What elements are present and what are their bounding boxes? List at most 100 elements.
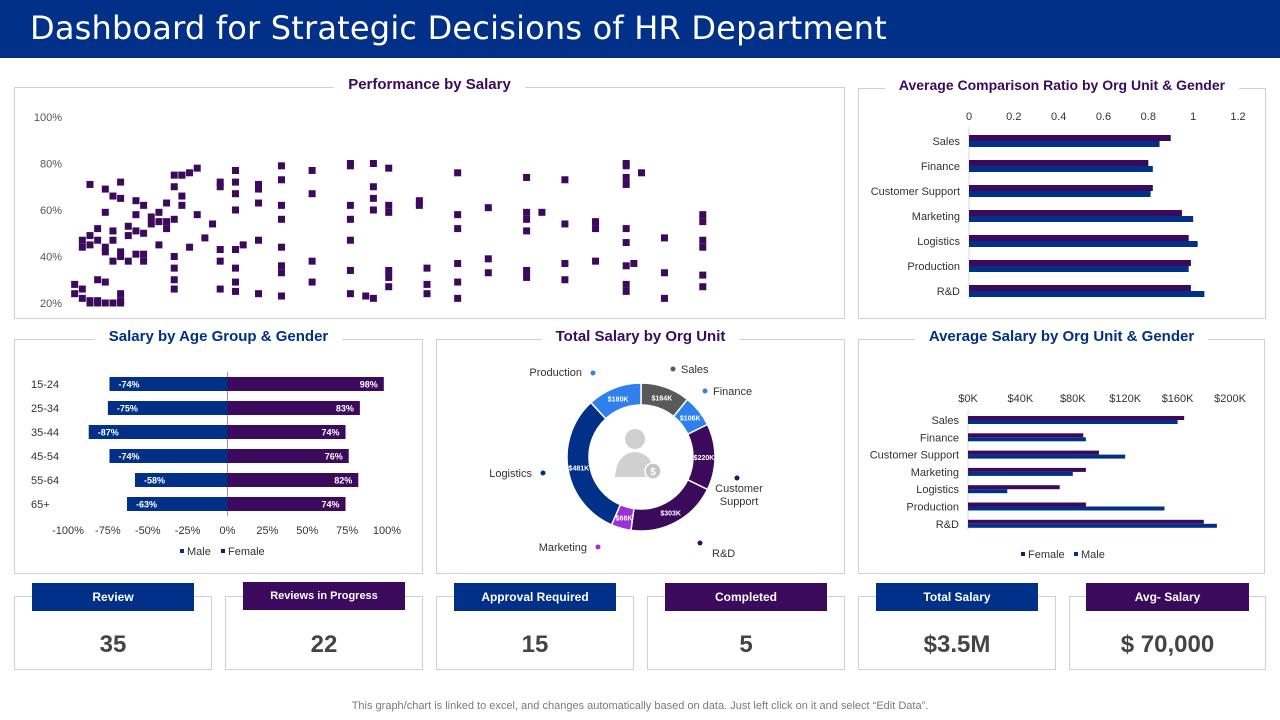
scatter-point <box>523 215 531 223</box>
category-label: Logistics <box>916 484 959 496</box>
avg-salary-title: Average Salary by Org Unit & Gender <box>914 328 1209 345</box>
scatter-point <box>369 294 377 302</box>
performance-chart: 20% 40% 60% 80% 100% <box>34 112 707 310</box>
scatter-point <box>592 257 600 265</box>
legend-label-male: Male <box>187 546 211 558</box>
x-tick-label: 1.2 <box>1230 111 1245 123</box>
scatter-point <box>71 290 79 298</box>
bar <box>968 416 1185 420</box>
legend-swatch-male <box>1074 552 1078 556</box>
kpi-value-reviews-in-progress: 22 <box>310 631 338 658</box>
scatter-point <box>346 201 354 209</box>
scatter-point <box>216 183 224 191</box>
scatter-point <box>170 285 178 293</box>
category-label: 45-54 <box>31 451 59 463</box>
scatter-point <box>209 220 217 228</box>
scatter-point <box>109 192 117 200</box>
scatter-point <box>699 243 707 251</box>
legend-label-male: Male <box>1081 549 1105 561</box>
scatter-point <box>170 253 178 260</box>
bar <box>969 291 1205 297</box>
scatter-point <box>523 266 531 274</box>
scatter-point <box>369 194 377 202</box>
scatter-point <box>255 180 262 188</box>
scatter-point <box>216 178 224 186</box>
scatter-point <box>538 208 546 216</box>
bar-female <box>227 425 346 439</box>
bar-label-female: 98% <box>360 380 378 390</box>
scatter-point <box>140 201 148 209</box>
x-tick-label: 0.6 <box>1096 111 1111 123</box>
scatter-point <box>660 269 668 277</box>
x-tick-label: 0.4 <box>1051 111 1066 123</box>
kpi-value-review: 35 <box>99 631 127 658</box>
scatter-point <box>561 276 569 284</box>
scatter-point <box>86 241 94 249</box>
slice-marker <box>697 540 703 546</box>
age-title-wrap: Salary by Age Group & Gender <box>15 328 422 346</box>
scatter-point <box>622 287 630 295</box>
scatter-point <box>101 243 109 251</box>
scatter-point <box>232 190 240 198</box>
bar <box>968 471 1073 476</box>
category-label: Finance <box>921 161 960 173</box>
slice-name-label: Marketing <box>539 542 587 554</box>
legend-label-female: Female <box>228 546 265 558</box>
x-tick-label: $160K <box>1162 393 1194 405</box>
total-salary-title-wrap: Total Salary by Org Unit <box>437 328 844 346</box>
kpi-value-avg-salary: $ 70,000 <box>1120 631 1215 658</box>
scatter-point <box>255 236 262 244</box>
scatter-point <box>699 211 707 219</box>
scatter-point <box>699 218 707 226</box>
slice-value-label: $220K <box>694 455 715 462</box>
bar-label-male: -87% <box>98 428 119 438</box>
scatter-point <box>523 273 531 281</box>
legend-swatch-male <box>180 549 184 553</box>
bar-label-female: 83% <box>336 404 354 414</box>
bar <box>968 433 1084 438</box>
category-label: 25-34 <box>31 403 59 415</box>
header-bar: Dashboard for Strategic Decisions of HR … <box>0 0 1280 58</box>
scatter-point <box>699 271 707 279</box>
scatter-point <box>561 176 569 184</box>
scatter-point <box>638 169 645 177</box>
slice-name-label: R&D <box>712 548 735 560</box>
scatter-point <box>308 166 316 174</box>
bar <box>969 235 1189 241</box>
scatter-point <box>201 234 209 242</box>
scatter-point <box>94 276 102 284</box>
bar-female <box>227 377 384 391</box>
y-tick-label: 80% <box>40 159 62 171</box>
scatter-point <box>117 194 125 202</box>
scatter-point <box>660 234 668 242</box>
x-tick-label: 100% <box>373 525 401 537</box>
y-tick-label: 60% <box>40 205 62 217</box>
scatter-point <box>369 183 377 191</box>
kpi-label-total-salary: Total Salary <box>876 583 1038 611</box>
scatter-point <box>622 225 630 233</box>
scatter-point <box>308 257 316 265</box>
scatter-point <box>163 199 171 207</box>
bar-label-male: -58% <box>144 476 165 486</box>
scatter-point <box>385 164 393 172</box>
scatter-point <box>622 239 630 247</box>
scatter-point <box>117 178 125 186</box>
scatter-point <box>132 197 140 205</box>
scatter-point <box>140 229 148 237</box>
bar-label-female: 74% <box>322 500 340 510</box>
bar-label-male: -74% <box>118 380 139 390</box>
scatter-point <box>523 208 531 216</box>
x-tick-label: 25% <box>256 525 278 537</box>
scatter-point <box>622 280 630 288</box>
scatter-point <box>132 250 140 258</box>
comparison-title-wrap: Average Comparison Ratio by Org Unit & G… <box>859 77 1265 95</box>
scatter-point <box>163 225 171 233</box>
bar-male <box>107 401 228 415</box>
slice-name-label: Finance <box>713 386 752 398</box>
x-tick-label: $40K <box>1008 393 1034 405</box>
scatter-point <box>94 297 102 305</box>
bar-label-male: -63% <box>136 500 157 510</box>
scatter-point <box>622 180 630 188</box>
scatter-point <box>277 162 285 170</box>
scatter-point <box>415 201 423 209</box>
